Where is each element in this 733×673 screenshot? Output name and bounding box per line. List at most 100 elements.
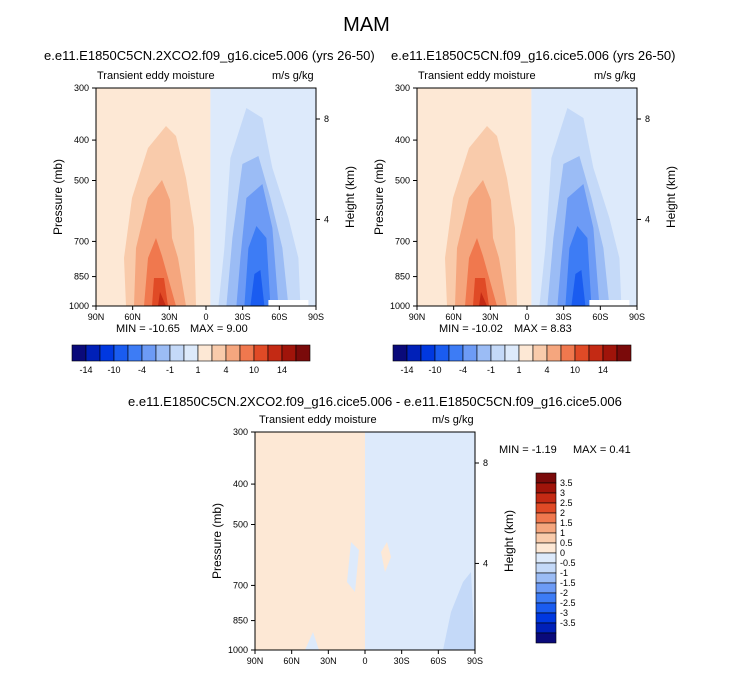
- pressure-tick-label: 700: [233, 580, 248, 590]
- panel-2-colorbar: -14 -10 -4 -1 1 4 10 14: [392, 344, 632, 375]
- height-axis-label: Height (km): [664, 166, 678, 228]
- lat-tick-label: 60N: [283, 656, 300, 666]
- lat-tick-label: 60S: [430, 656, 446, 666]
- colorbar-cell: [535, 622, 557, 634]
- panel-3-max: MAX = 0.41: [573, 444, 631, 456]
- colorbar-label: -10: [107, 365, 120, 375]
- height-tick-label: 4: [483, 558, 488, 568]
- lat-tick-label: 30N: [482, 312, 499, 322]
- colorbar-cell: [535, 572, 557, 584]
- lat-tick-label: 30S: [556, 312, 572, 322]
- colorbar-label: 1: [560, 528, 565, 538]
- colorbar-label: 2.5: [560, 498, 573, 508]
- colorbar-label: -14: [400, 365, 413, 375]
- panel-3-plot: Pressure (mb) Height (km) 300 400 500 700 850 1…: [210, 427, 516, 666]
- contour-diff-2: [305, 632, 319, 650]
- colorbar-label: 1.5: [560, 518, 573, 528]
- height-tick-label: 8: [645, 114, 650, 124]
- colorbar-label: 1: [516, 365, 521, 375]
- colorbar-cell: [127, 344, 143, 362]
- lat-tick-label: 60N: [445, 312, 462, 322]
- pressure-tick-label: 400: [74, 135, 89, 145]
- colorbar-cell: [406, 344, 422, 362]
- colorbar-cell: [197, 344, 213, 362]
- colorbar-label: -14: [79, 365, 92, 375]
- colorbar-label: -3: [560, 608, 568, 618]
- colorbar-label: 3: [560, 488, 565, 498]
- pressure-axis-label: Pressure (mb): [210, 503, 224, 579]
- panel-2-left-label: Transient eddy moisture: [418, 70, 536, 82]
- pressure-tick-label: 850: [74, 272, 89, 282]
- colorbar-label: -2: [560, 588, 568, 598]
- contour-neg-4: [244, 226, 271, 306]
- colorbar-cell: [504, 344, 520, 362]
- panel-1-title: e.e11.E1850C5CN.2XCO2.f09_g16.cice5.006 …: [44, 48, 375, 63]
- pressure-tick-label: 850: [233, 616, 248, 626]
- colorbar-cell: [535, 632, 557, 644]
- lat-tick-label: 60S: [271, 312, 287, 322]
- height-axis-label: Height (km): [502, 510, 516, 572]
- contour-diff-3: [381, 542, 391, 572]
- colorbar-cell: [535, 502, 557, 514]
- contour-pos-5: [479, 292, 487, 306]
- colorbar-label: 2: [560, 508, 565, 518]
- colorbar-cell: [281, 344, 297, 362]
- contour-neg-4: [565, 226, 592, 306]
- colorbar-cell: [535, 472, 557, 484]
- colorbar-cell: [71, 344, 87, 362]
- pressure-axis-label: Pressure (mb): [372, 159, 386, 235]
- pressure-tick-label: 1000: [228, 645, 248, 655]
- lat-tick-label: 90S: [467, 656, 483, 666]
- colorbar-label: 3.5: [560, 478, 573, 488]
- panel-1-units: m/s g/kg: [272, 70, 314, 82]
- height-tick-label: 8: [483, 458, 488, 468]
- pressure-tick-label: 300: [395, 83, 410, 93]
- pressure-tick-label: 700: [395, 236, 410, 246]
- pressure-axis-label: Pressure (mb): [51, 159, 65, 235]
- colorbar-label: -1: [560, 568, 568, 578]
- colorbar-label: 0: [560, 548, 565, 558]
- colorbar-cell: [462, 344, 478, 362]
- lat-tick-label: 90N: [409, 312, 426, 322]
- lat-tick-label: 60S: [592, 312, 608, 322]
- panel-1-colorbar: -14 -10 -4 -1 1 4 10 14: [71, 344, 311, 375]
- panel-2-max: MAX = 8.83: [514, 323, 572, 335]
- colorbar-label: 14: [598, 365, 608, 375]
- panel-3-colorbar: 3.532.521.510.50-0.5-1-1.5-2-2.5-3-3.5: [535, 472, 576, 644]
- contour-pos-3: [144, 238, 176, 306]
- panel-3-left-label: Transient eddy moisture: [259, 414, 377, 426]
- lat-tick-label: 30S: [394, 656, 410, 666]
- colorbar-cell: [239, 344, 255, 362]
- colorbar-cell: [535, 532, 557, 544]
- lat-tick-label: 90N: [88, 312, 105, 322]
- positive-region: [255, 432, 365, 650]
- lat-tick-label: 30S: [235, 312, 251, 322]
- contour-diff-4: [443, 572, 475, 650]
- colorbar-cell: [535, 542, 557, 554]
- panel-3-min: MIN = -1.19: [499, 444, 557, 456]
- colorbar-label: -2.5: [560, 598, 576, 608]
- colorbar-cell: [560, 344, 576, 362]
- pressure-tick-label: 1000: [390, 301, 410, 311]
- panel-2-plot: Pressure (mb) Height (km) 300 400 500 700 850 1…: [372, 83, 678, 322]
- colorbar-cell: [546, 344, 562, 362]
- panel-3-units: m/s g/kg: [432, 414, 474, 426]
- colorbar-label: 4: [223, 365, 228, 375]
- colorbar-cell: [476, 344, 492, 362]
- contour-pos-3: [465, 238, 497, 306]
- panel-2-units: m/s g/kg: [594, 70, 636, 82]
- colorbar-cell: [535, 582, 557, 594]
- colorbar-cell: [535, 612, 557, 624]
- colorbar-label: -1: [166, 365, 174, 375]
- colorbar-cell: [616, 344, 632, 362]
- panel-2-min: MIN = -10.02: [439, 323, 503, 335]
- panel-3-title: e.e11.E1850C5CN.2XCO2.f09_g16.cice5.006 …: [128, 394, 622, 409]
- colorbar-label: 14: [277, 365, 287, 375]
- colorbar-cell: [434, 344, 450, 362]
- colorbar-cell: [169, 344, 185, 362]
- pressure-tick-label: 300: [74, 83, 89, 93]
- panel-1-left-label: Transient eddy moisture: [97, 70, 215, 82]
- colorbar-label: 10: [249, 365, 259, 375]
- pressure-tick-label: 500: [74, 175, 89, 185]
- lat-tick-label: 90S: [308, 312, 324, 322]
